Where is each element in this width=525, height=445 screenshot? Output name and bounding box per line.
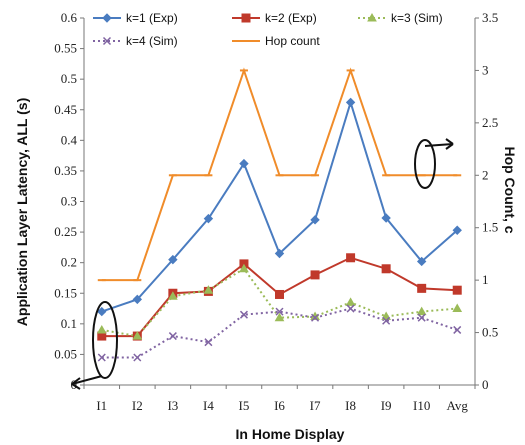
data-point-series-1 [97, 306, 107, 317]
data-point-series-1 [132, 294, 143, 305]
right-axis-annotation [414, 138, 454, 189]
legend: k=1 (Exp) k=2 (Exp) k=3 (Sim) k=4 (Sim) Hop … [93, 11, 443, 48]
y-tick-label: 0.5 [61, 71, 77, 86]
y2-tick-label: 3.5 [482, 10, 498, 25]
x-axis-title: In Home Display [236, 426, 345, 442]
data-point-series-3 [274, 312, 285, 322]
x-tick-label: I4 [203, 398, 214, 413]
data-point-series-4 [382, 316, 391, 325]
x-tick-label: I8 [345, 398, 356, 413]
series-markers [96, 69, 463, 362]
data-point-series-4 [417, 313, 426, 322]
legend-label: k=2 (Exp) [265, 11, 317, 25]
legend-swatch-marker [367, 12, 377, 22]
data-point-series-3 [168, 291, 178, 300]
y-tick-label: 0.45 [54, 102, 77, 117]
x-tick-label: I3 [167, 398, 178, 413]
data-point-series-3 [239, 263, 249, 273]
data-point-series-1 [416, 256, 427, 267]
data-point-series-1 [203, 213, 214, 224]
legend-label: k=1 (Exp) [126, 11, 178, 25]
data-point-series-4 [346, 304, 355, 313]
x-tick-label: Avg [447, 398, 469, 413]
y-tick-label: 0.1 [61, 316, 77, 331]
series-line-4 [101, 307, 458, 359]
y2-tick-labels: 0 0.5 1 1.5 2 2.5 3 3.5 [482, 10, 498, 392]
x-tick-label: I1 [96, 398, 107, 413]
data-point-series-4 [133, 353, 142, 362]
y-tick-labels: 00.050.10.150.20.250.30.350.40.450.50.55… [54, 10, 77, 392]
y-tick-label: 0.15 [54, 285, 77, 300]
x-tick-label: I7 [310, 398, 321, 413]
y2-tick-label: 3 [482, 62, 489, 77]
data-point-series-3 [416, 306, 427, 316]
data-point-series-4 [204, 338, 213, 347]
data-point-series-4 [275, 307, 284, 316]
data-point-series-3 [452, 303, 463, 313]
x-tick-label: I10 [413, 398, 430, 413]
data-point-series-3 [96, 324, 107, 334]
y-tick-label: 0.55 [54, 41, 77, 56]
legend-swatch-marker [102, 36, 112, 46]
x-tick-labels: I1 I2 I3 I4 I5 I6 I7 I8 I9 I10 Avg [96, 398, 468, 413]
y2-tick-label: 2.5 [482, 115, 498, 130]
y-tick-label: 0.35 [54, 163, 77, 178]
x-tick-label: I6 [274, 398, 285, 413]
data-point-series-1 [345, 97, 356, 108]
data-point-series-1 [381, 213, 391, 223]
y-tick-label: 0.2 [61, 255, 77, 270]
y-tick-label: 0.25 [54, 224, 77, 239]
y2-tick-label: 2 [482, 167, 489, 182]
data-point-series-1 [310, 215, 320, 225]
y-tick-label: 0.3 [61, 194, 77, 209]
data-point-series-4 [311, 313, 320, 322]
data-point-series-1 [239, 158, 249, 169]
y2-tick-label: 0 [482, 377, 489, 392]
data-point-series-3 [345, 297, 356, 306]
legend-label: Hop count [265, 34, 320, 48]
data-point-series-3 [203, 285, 214, 294]
data-point-series-4 [453, 325, 462, 334]
legend-swatch-marker [241, 13, 251, 23]
left-axis-annotation [71, 301, 118, 390]
data-point-series-2 [452, 285, 462, 295]
y2-tick-label: 1 [482, 272, 489, 287]
data-point-series-1 [274, 248, 285, 259]
y-tick-label: 0.4 [61, 132, 78, 147]
y2-tick-label: 1.5 [482, 220, 498, 235]
legend-label: k=3 (Sim) [391, 11, 443, 25]
x-tick-label: I2 [132, 398, 143, 413]
series-line-1 [101, 98, 458, 313]
axes [80, 17, 479, 389]
data-point-series-2 [310, 270, 320, 280]
y-tick-label: 0.6 [61, 10, 78, 25]
series-line-3 [101, 267, 458, 338]
y-tick-label: 0.05 [54, 346, 77, 361]
data-point-series-4 [168, 332, 177, 341]
data-point-series-4 [239, 310, 248, 319]
data-point-series-1 [452, 225, 462, 235]
x-tick-label: I9 [381, 398, 392, 413]
legend-swatch-marker [102, 13, 112, 23]
y2-tick-label: 0.5 [482, 325, 498, 340]
x-tick-label: I5 [239, 398, 250, 413]
data-point-series-2 [417, 283, 427, 293]
data-point-series-2 [346, 253, 356, 263]
data-point-series-1 [168, 254, 178, 265]
data-point-series-2 [275, 289, 284, 299]
data-point-series-2 [381, 264, 391, 274]
data-point-series-3 [132, 331, 143, 340]
y-axis-title: Application Layer Latency, ALL (s) [14, 98, 30, 326]
legend-label: k=4 (Sim) [126, 34, 178, 48]
y2-axis-title: Hop Count, c [502, 146, 518, 233]
data-point-series-4 [97, 353, 106, 362]
